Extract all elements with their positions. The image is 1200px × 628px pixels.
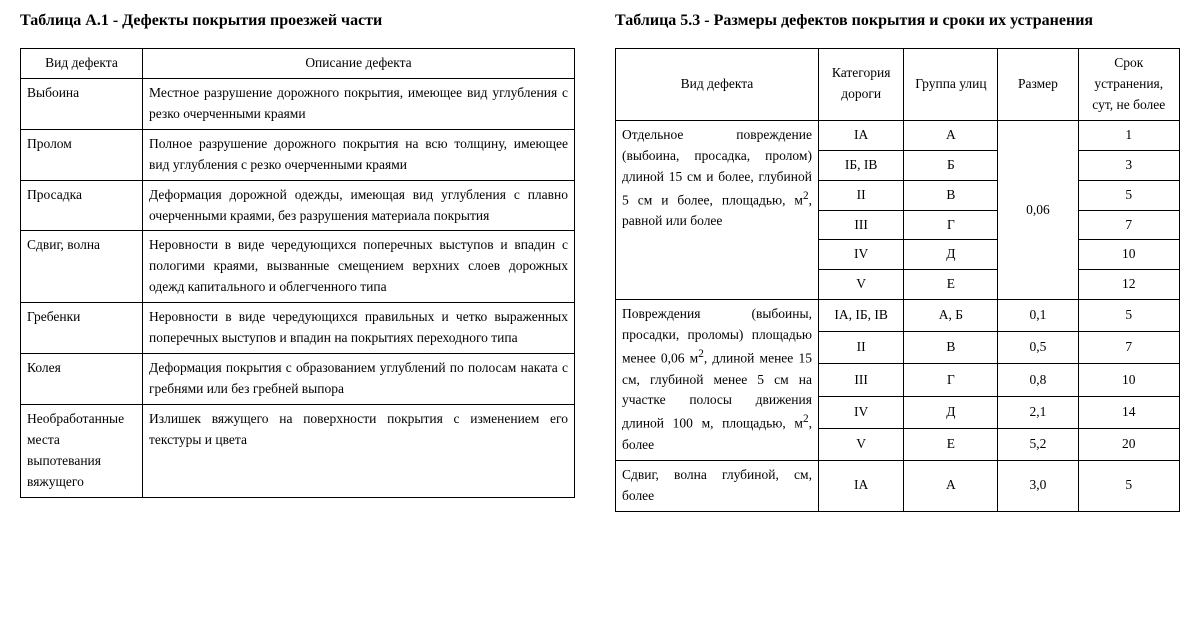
road-category-cell: II bbox=[818, 180, 903, 210]
defect-name-cell: Сдвиг, волна bbox=[21, 231, 143, 303]
street-group-cell: А, Б bbox=[904, 300, 998, 332]
table-53-header-term: Срок устранения, сут, не более bbox=[1078, 49, 1179, 121]
term-cell: 20 bbox=[1078, 428, 1179, 460]
street-group-cell: Д bbox=[904, 396, 998, 428]
defect-desc-cell: Неровности в виде чередующихся поперечны… bbox=[143, 231, 575, 303]
term-cell: 5 bbox=[1078, 300, 1179, 332]
size-cell: 5,2 bbox=[998, 428, 1078, 460]
defect-desc-cell: Деформация дорожной одежды, имеющая вид … bbox=[143, 180, 575, 231]
table-a1-block: Таблица А.1 - Дефекты покрытия проезжей … bbox=[20, 12, 575, 512]
road-category-cell: IБ, IВ bbox=[818, 150, 903, 180]
street-group-cell: Б bbox=[904, 150, 998, 180]
term-cell: 3 bbox=[1078, 150, 1179, 180]
size-cell: 3,0 bbox=[998, 460, 1078, 511]
table-row: ПросадкаДеформация дорожной одежды, имею… bbox=[21, 180, 575, 231]
road-category-cell: IV bbox=[818, 396, 903, 428]
table-row: ПроломПолное разрушение дорожного покрыт… bbox=[21, 129, 575, 180]
term-cell: 12 bbox=[1078, 270, 1179, 300]
table-row: Сдвиг, волнаНеровности в виде чередующих… bbox=[21, 231, 575, 303]
defect-name-cell: Выбоина bbox=[21, 78, 143, 129]
table-a1-header-name: Вид дефекта bbox=[21, 49, 143, 79]
size-cell: 0,06 bbox=[998, 120, 1078, 300]
defect-name-cell: Необработанные места выпотевания вяжущег… bbox=[21, 404, 143, 497]
defect-name-cell: Колея bbox=[21, 354, 143, 405]
street-group-cell: Е bbox=[904, 428, 998, 460]
table-row: Отдельное повреждение (выбоина, просадка… bbox=[616, 120, 1180, 150]
table-53: Вид дефекта Категория дороги Группа улиц… bbox=[615, 48, 1180, 512]
defect-desc-cell: Полное разрушение дорожного покрытия на … bbox=[143, 129, 575, 180]
term-cell: 7 bbox=[1078, 332, 1179, 364]
table-a1-header-desc: Описание дефекта bbox=[143, 49, 575, 79]
road-category-cell: III bbox=[818, 210, 903, 240]
street-group-cell: Д bbox=[904, 240, 998, 270]
term-cell: 1 bbox=[1078, 120, 1179, 150]
road-category-cell: III bbox=[818, 364, 903, 396]
term-cell: 10 bbox=[1078, 364, 1179, 396]
table-row: Сдвиг, волна глубиной, см, болееIАА3,05 bbox=[616, 460, 1180, 511]
defect-name-cell: Гребенки bbox=[21, 303, 143, 354]
table-53-header-name: Вид дефекта bbox=[616, 49, 819, 121]
term-cell: 5 bbox=[1078, 180, 1179, 210]
street-group-cell: Г bbox=[904, 364, 998, 396]
size-cell: 0,5 bbox=[998, 332, 1078, 364]
table-row: ВыбоинаМестное разрушение дорожного покр… bbox=[21, 78, 575, 129]
street-group-cell: А bbox=[904, 460, 998, 511]
defect-name-cell: Просадка bbox=[21, 180, 143, 231]
road-category-cell: IА bbox=[818, 460, 903, 511]
defect-name-cell: Пролом bbox=[21, 129, 143, 180]
size-cell: 2,1 bbox=[998, 396, 1078, 428]
table-53-title: Таблица 5.3 - Размеры дефектов покрытия … bbox=[615, 12, 1180, 30]
defect-name-cell: Отдельное повреждение (выбоина, просадка… bbox=[616, 120, 819, 300]
road-category-cell: II bbox=[818, 332, 903, 364]
table-a1: Вид дефекта Описание дефекта ВыбоинаМест… bbox=[20, 48, 575, 498]
table-row: ГребенкиНеровности в виде чередующихся п… bbox=[21, 303, 575, 354]
defect-desc-cell: Деформация покрытия с образованием углуб… bbox=[143, 354, 575, 405]
term-cell: 7 bbox=[1078, 210, 1179, 240]
street-group-cell: Г bbox=[904, 210, 998, 240]
defect-desc-cell: Излишек вяжущего на поверхности покрытия… bbox=[143, 404, 575, 497]
size-cell: 0,1 bbox=[998, 300, 1078, 332]
table-row: Необработанные места выпотевания вяжущег… bbox=[21, 404, 575, 497]
road-category-cell: IА bbox=[818, 120, 903, 150]
street-group-cell: Е bbox=[904, 270, 998, 300]
table-53-header-grp: Группа улиц bbox=[904, 49, 998, 121]
defect-name-cell: Сдвиг, волна глубиной, см, более bbox=[616, 460, 819, 511]
defect-name-cell: Повреждения (выбоины, просадки, проломы)… bbox=[616, 300, 819, 460]
road-category-cell: V bbox=[818, 428, 903, 460]
street-group-cell: В bbox=[904, 180, 998, 210]
street-group-cell: А bbox=[904, 120, 998, 150]
street-group-cell: В bbox=[904, 332, 998, 364]
table-53-header-cat: Категория дороги bbox=[818, 49, 903, 121]
table-row: КолеяДеформация покрытия с образованием … bbox=[21, 354, 575, 405]
table-a1-title: Таблица А.1 - Дефекты покрытия проезжей … bbox=[20, 12, 575, 30]
term-cell: 10 bbox=[1078, 240, 1179, 270]
defect-desc-cell: Местное разрушение дорожного покрытия, и… bbox=[143, 78, 575, 129]
table-53-header-size: Размер bbox=[998, 49, 1078, 121]
size-cell: 0,8 bbox=[998, 364, 1078, 396]
road-category-cell: IV bbox=[818, 240, 903, 270]
table-53-block: Таблица 5.3 - Размеры дефектов покрытия … bbox=[615, 12, 1180, 512]
table-row: Повреждения (выбоины, просадки, проломы)… bbox=[616, 300, 1180, 332]
term-cell: 14 bbox=[1078, 396, 1179, 428]
road-category-cell: V bbox=[818, 270, 903, 300]
road-category-cell: IА, IБ, IВ bbox=[818, 300, 903, 332]
term-cell: 5 bbox=[1078, 460, 1179, 511]
defect-desc-cell: Неровности в виде чередующихся правильны… bbox=[143, 303, 575, 354]
